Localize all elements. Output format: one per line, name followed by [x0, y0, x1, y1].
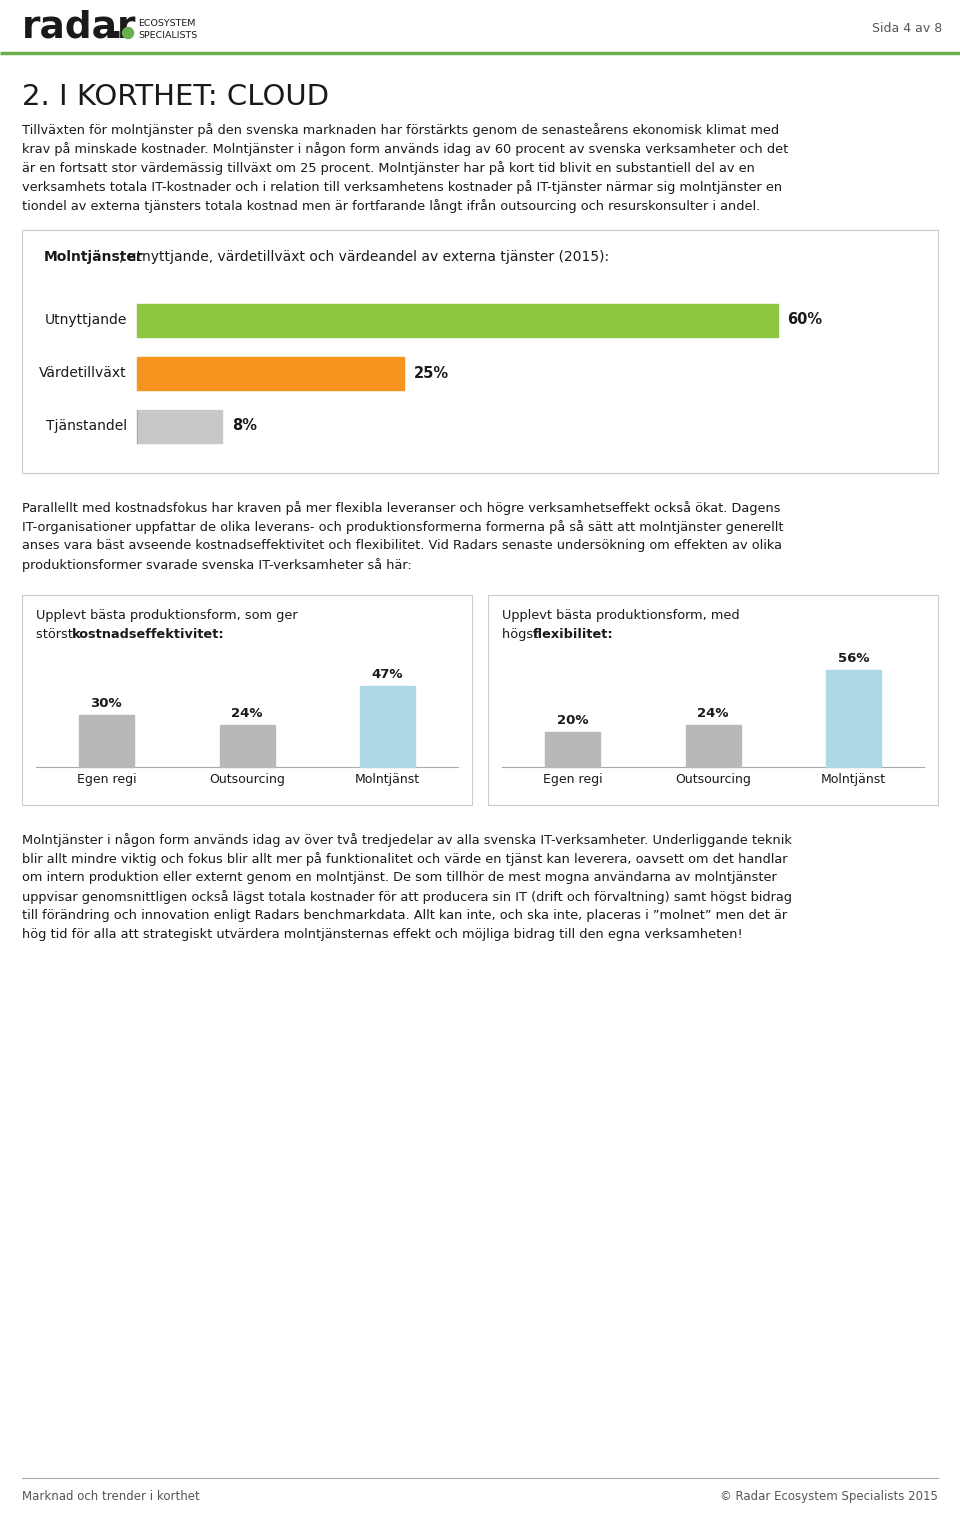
Text: 30%: 30%	[90, 697, 122, 710]
Text: tiondel av externa tjänsters totala kostnad men är fortfarande långt ifrån outso: tiondel av externa tjänsters totala kost…	[22, 199, 760, 213]
Text: till förändring och innovation enligt Radars benchmarkdata. Allt kan inte, och s: till förändring och innovation enligt Ra…	[22, 909, 787, 921]
Text: hög tid för alla att strategiskt utvärdera molntjänsternas effekt och möjliga bi: hög tid för alla att strategiskt utvärde…	[22, 927, 743, 941]
Text: 2. I KORTHET: CLOUD: 2. I KORTHET: CLOUD	[22, 83, 329, 111]
Text: Sida 4 av 8: Sida 4 av 8	[872, 21, 942, 35]
Text: radar: radar	[22, 11, 136, 46]
Text: kostnadseffektivitet:: kostnadseffektivitet:	[72, 628, 225, 641]
Text: 60%: 60%	[787, 313, 823, 328]
Text: Molntjänst: Molntjänst	[355, 773, 420, 786]
Text: IT-organisationer uppfattar de olika leverans- och produktionsformerna formerna : IT-organisationer uppfattar de olika lev…	[22, 521, 783, 534]
Bar	[137, 410, 223, 443]
Bar	[137, 304, 778, 337]
Text: anses vara bäst avseende kostnadseffektivitet och flexibilitet. Vid Radars senas: anses vara bäst avseende kostnadseffekti…	[22, 539, 782, 553]
Text: ECOSYSTEM: ECOSYSTEM	[138, 18, 196, 27]
Text: produktionsformer svarade svenska IT-verksamheter så här:: produktionsformer svarade svenska IT-ver…	[22, 559, 412, 572]
Text: Tjänstandel: Tjänstandel	[46, 419, 127, 433]
Text: Molntjänster i någon form används idag av över två tredjedelar av alla svenska I: Molntjänster i någon form används idag a…	[22, 833, 792, 847]
Text: Upplevt bästa produktionsform, med: Upplevt bästa produktionsform, med	[502, 609, 739, 622]
Text: SPECIALISTS: SPECIALISTS	[138, 30, 197, 39]
Text: Värdetillväxt: Värdetillväxt	[39, 366, 127, 380]
Text: är en fortsatt stor värdemässig tillväxt om 25 procent. Molntjänster har på kort: är en fortsatt stor värdemässig tillväxt…	[22, 161, 755, 175]
Text: störst: störst	[36, 628, 77, 641]
Bar	[827, 669, 881, 767]
Text: 24%: 24%	[231, 707, 263, 721]
Text: Molntjänster: Molntjänster	[44, 250, 144, 264]
FancyBboxPatch shape	[22, 595, 472, 805]
Text: verksamhets totala IT-kostnader och i relation till verksamhetens kostnader på I: verksamhets totala IT-kostnader och i re…	[22, 181, 782, 194]
Text: Molntjänst: Molntjänst	[821, 773, 886, 786]
FancyBboxPatch shape	[22, 231, 938, 474]
Text: Utnyttjande: Utnyttjande	[44, 313, 127, 326]
Text: flexibilitet:: flexibilitet:	[533, 628, 613, 641]
Text: 47%: 47%	[372, 668, 403, 680]
Text: Outsourcing: Outsourcing	[675, 773, 751, 786]
Bar	[79, 715, 133, 767]
Bar	[360, 686, 415, 767]
Text: krav på minskade kostnader. Molntjänster i någon form används idag av 60 procent: krav på minskade kostnader. Molntjänster…	[22, 143, 788, 156]
Circle shape	[123, 27, 133, 38]
Text: , utnyttjande, värdetillväxt och värdeandel av externa tjänster (2015):: , utnyttjande, värdetillväxt och värdean…	[119, 250, 610, 264]
Text: uppvisar genomsnittligen också lägst totala kostnader för att producera sin IT (: uppvisar genomsnittligen också lägst tot…	[22, 890, 792, 903]
Text: Outsourcing: Outsourcing	[209, 773, 285, 786]
Text: 8%: 8%	[232, 419, 257, 434]
Text: Parallellt med kostnadsfokus har kraven på mer flexibla leveranser och högre ver: Parallellt med kostnadsfokus har kraven …	[22, 501, 780, 515]
Bar	[137, 357, 404, 390]
Text: 24%: 24%	[697, 707, 729, 721]
Text: högst: högst	[502, 628, 542, 641]
Text: 20%: 20%	[557, 715, 588, 727]
Text: Marknad och trender i korthet: Marknad och trender i korthet	[22, 1491, 200, 1503]
Text: Egen regi: Egen regi	[542, 773, 602, 786]
Text: .: .	[108, 11, 122, 46]
Text: Egen regi: Egen regi	[77, 773, 136, 786]
Bar	[220, 726, 275, 767]
Bar	[685, 726, 740, 767]
FancyBboxPatch shape	[488, 595, 938, 805]
Text: 56%: 56%	[838, 651, 870, 665]
Text: © Radar Ecosystem Specialists 2015: © Radar Ecosystem Specialists 2015	[720, 1491, 938, 1503]
Text: 25%: 25%	[414, 366, 449, 381]
Text: Upplevt bästa produktionsform, som ger: Upplevt bästa produktionsform, som ger	[36, 609, 298, 622]
Text: Tillväxten för molntjänster på den svenska marknaden har förstärkts genom de sen: Tillväxten för molntjänster på den svens…	[22, 123, 780, 137]
Text: om intern produktion eller externt genom en molntjänst. De som tillhör de mest m: om intern produktion eller externt genom…	[22, 871, 777, 883]
Text: blir allt mindre viktig och fokus blir allt mer på funktionalitet och värde en t: blir allt mindre viktig och fokus blir a…	[22, 852, 787, 865]
Bar	[545, 732, 600, 767]
